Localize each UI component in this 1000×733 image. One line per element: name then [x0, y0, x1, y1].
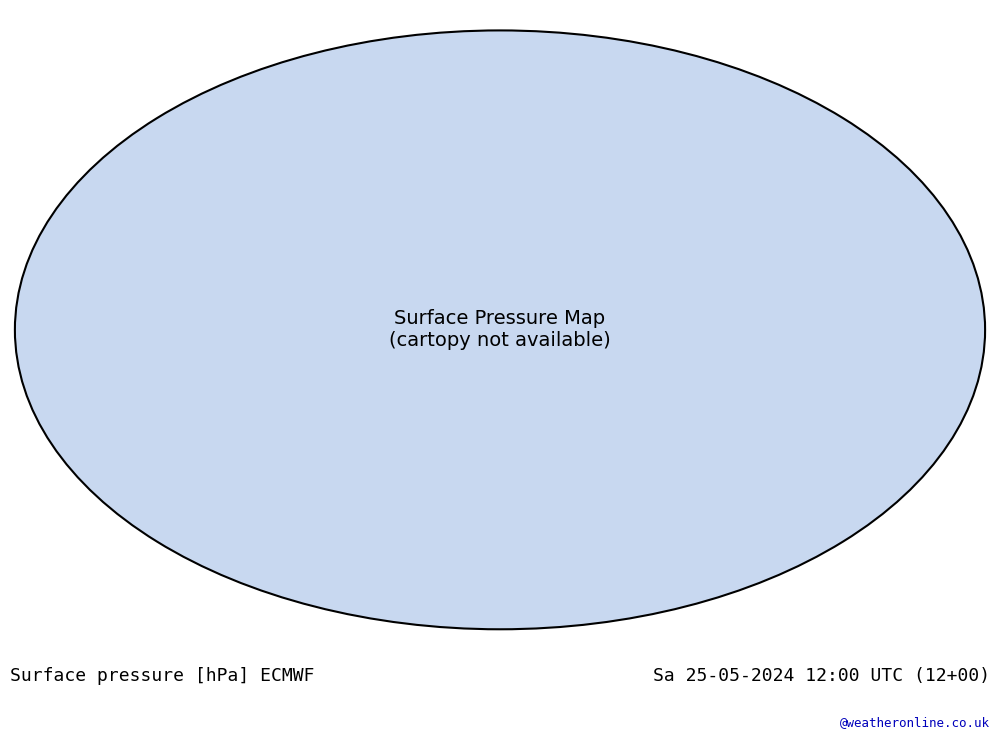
- Text: Surface pressure [hPa] ECMWF: Surface pressure [hPa] ECMWF: [10, 667, 314, 685]
- Text: @weatheronline.co.uk: @weatheronline.co.uk: [840, 716, 990, 729]
- Ellipse shape: [15, 30, 985, 629]
- Text: Sa 25-05-2024 12:00 UTC (12+00): Sa 25-05-2024 12:00 UTC (12+00): [653, 667, 990, 685]
- Text: Surface Pressure Map
(cartopy not available): Surface Pressure Map (cartopy not availa…: [389, 309, 611, 350]
